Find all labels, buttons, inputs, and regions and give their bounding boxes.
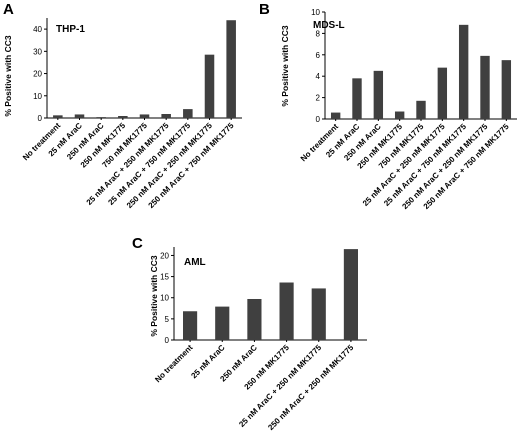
bar-c-250-nm-mk1775 bbox=[279, 282, 294, 340]
bar-b-250-nm-arac-250-nm-mk1775 bbox=[480, 55, 490, 119]
bar-c-25-nm-arac bbox=[215, 306, 230, 340]
bar-a-25-nm-arac-250-nm-mk1775 bbox=[161, 114, 171, 118]
chart-panel-c: C AML % Positive with CC3 0 5 10 15 20 No tr… bbox=[132, 235, 367, 432]
bar-c-25-nm-arac-250-nm-mk1775 bbox=[311, 288, 326, 340]
bar-c-250-nm-arac bbox=[247, 298, 262, 340]
y-tick-label-c-15: 15 bbox=[160, 273, 169, 282]
y-axis-b: 0 2 4 6 8 10 bbox=[311, 8, 326, 124]
panel-letter-b: B bbox=[259, 1, 270, 18]
y-tick-label-a-30: 30 bbox=[33, 47, 42, 56]
y-tick-label-c-5: 5 bbox=[165, 315, 170, 324]
bar-a-250-nm-arac-750-nm-mk1775 bbox=[226, 20, 236, 118]
bars-b bbox=[330, 24, 512, 120]
bar-b-250-nm-mk1775 bbox=[394, 111, 405, 119]
bars-a bbox=[53, 20, 236, 118]
x-tick-label-c-no-treatment: No treatment bbox=[153, 343, 194, 384]
y-tick-label-b-6: 6 bbox=[316, 51, 321, 60]
bar-a-250-nm-arac bbox=[96, 117, 106, 118]
y-tick-label-b-8: 8 bbox=[316, 29, 321, 38]
chart-title-mdsl: MDS-L bbox=[313, 20, 345, 31]
chart-title-aml: AML bbox=[184, 257, 206, 268]
panel-letter-a: A bbox=[3, 1, 14, 18]
y-tick-label-c-20: 20 bbox=[160, 251, 169, 260]
y-axis-c: 0 5 10 15 20 bbox=[160, 247, 175, 345]
bar-b-no-treatment bbox=[330, 112, 341, 119]
y-tick-label-b-4: 4 bbox=[316, 72, 321, 81]
bar-c-250-nm-arac-250-nm-mk1775 bbox=[343, 249, 358, 340]
bar-a-no-treatment bbox=[53, 115, 63, 118]
y-axis-label-a: % Positive with CC3 bbox=[3, 35, 13, 117]
bar-c-no-treatment bbox=[183, 311, 198, 340]
y-tick-label-c-0: 0 bbox=[165, 336, 170, 345]
bars-c bbox=[183, 249, 358, 340]
y-axis-label-b: % Positive with CC3 bbox=[280, 25, 290, 107]
y-tick-label-a-10: 10 bbox=[33, 92, 42, 101]
bar-a-750-nm-mk1775 bbox=[139, 114, 150, 118]
bar-b-250-nm-arac-750-nm-mk1775 bbox=[501, 60, 512, 119]
bar-b-25-nm-arac-250-nm-mk1775 bbox=[437, 67, 448, 119]
bar-a-25-nm-arac-750-nm-mk1775 bbox=[183, 109, 193, 118]
bar-a-25-nm-arac bbox=[74, 114, 85, 118]
y-tick-label-b-0: 0 bbox=[316, 115, 321, 124]
y-axis-label-c: % Positive with CC3 bbox=[149, 255, 159, 337]
bar-b-25-nm-arac-750-nm-mk1775 bbox=[458, 24, 469, 120]
chart-panel-b: B MDS-L % Positive with CC3 0 2 4 6 8 10 No t… bbox=[259, 1, 517, 211]
bar-b-750-nm-mk1775 bbox=[416, 100, 426, 119]
y-tick-label-b-2: 2 bbox=[316, 94, 321, 103]
y-tick-label-a-0: 0 bbox=[38, 114, 43, 123]
panel-letter-c: C bbox=[132, 235, 143, 252]
bar-a-250-nm-mk1775 bbox=[118, 116, 128, 118]
y-tick-label-c-10: 10 bbox=[160, 294, 169, 303]
bar-a-250-nm-arac-250-nm-mk1775 bbox=[204, 54, 215, 118]
chart-panel-a: A THP-1 % Positive with CC3 0 10 20 30 40 No… bbox=[3, 1, 242, 210]
chart-title-thp1: THP-1 bbox=[56, 24, 85, 35]
y-tick-label-a-20: 20 bbox=[33, 70, 42, 79]
y-tick-label-b-10: 10 bbox=[311, 8, 320, 17]
y-tick-label-a-40: 40 bbox=[33, 25, 42, 34]
y-axis-a: 0 10 20 30 40 bbox=[33, 18, 48, 123]
bar-b-250-nm-arac bbox=[373, 70, 384, 119]
bar-b-25-nm-arac bbox=[352, 78, 362, 119]
